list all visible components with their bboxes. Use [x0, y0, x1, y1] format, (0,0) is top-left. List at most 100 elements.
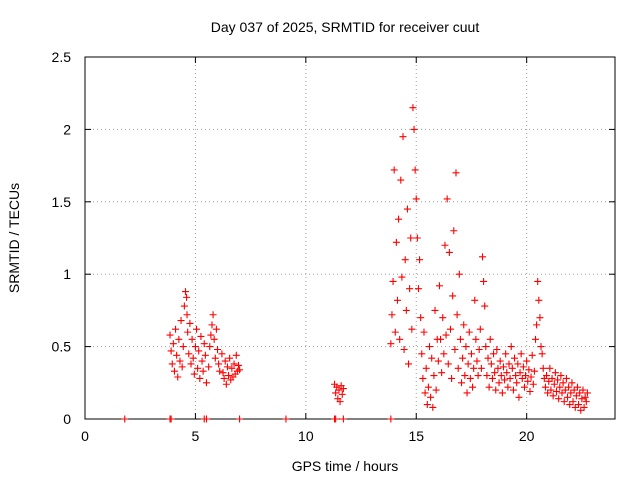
x-tick-label: 10: [298, 428, 314, 444]
data-point: [539, 364, 547, 372]
data-point: [438, 369, 446, 377]
data-point: [211, 354, 219, 362]
data-point: [169, 340, 177, 348]
data-point: [541, 383, 549, 391]
data-point: [571, 403, 579, 411]
data-point: [191, 343, 199, 351]
data-point: [424, 383, 432, 391]
data-point: [547, 386, 555, 394]
data-point: [551, 369, 559, 377]
data-point: [189, 354, 197, 362]
data-point: [228, 364, 236, 372]
data-point: [461, 372, 469, 380]
data-point: [439, 314, 447, 322]
y-axis-label: SRMTID / TECUs: [6, 183, 22, 293]
data-point: [236, 366, 244, 374]
data-point: [177, 317, 185, 325]
x-tick-label: 20: [519, 428, 535, 444]
data-point: [491, 369, 499, 377]
chart-title: Day 037 of 2025, SRMTID for receiver cuu…: [211, 19, 480, 35]
data-point: [420, 328, 428, 336]
data-point: [530, 367, 538, 375]
data-point: [441, 241, 449, 249]
data-point: [411, 166, 419, 174]
data-point: [467, 350, 475, 358]
data-point: [451, 345, 459, 353]
data-point: [583, 389, 591, 397]
data-point: [559, 379, 567, 387]
data-point: [562, 374, 570, 382]
data-point: [418, 350, 426, 358]
data-point: [505, 360, 513, 368]
data-point: [335, 386, 343, 394]
data-point: [184, 328, 192, 336]
data-point: [232, 351, 240, 359]
data-point: [419, 374, 427, 382]
data-point: [557, 372, 565, 380]
data-point: [180, 302, 188, 310]
data-point: [560, 398, 568, 406]
data-point: [400, 345, 408, 353]
data-point: [202, 379, 210, 387]
data-point: [172, 325, 180, 333]
data-point: [214, 345, 221, 353]
data-point: [332, 389, 340, 397]
data-points: [121, 104, 591, 423]
data-point: [399, 133, 407, 141]
y-tick-label: 0.5: [52, 339, 72, 355]
data-point: [412, 195, 420, 203]
data-point: [456, 335, 464, 343]
data-point: [190, 370, 198, 378]
data-point: [413, 234, 421, 242]
data-point: [183, 293, 191, 301]
data-point: [446, 325, 454, 333]
data-point: [579, 386, 587, 394]
data-point: [486, 335, 494, 343]
data-point: [564, 393, 572, 401]
data-point: [470, 364, 478, 372]
data-point: [545, 377, 553, 385]
y-tick-label: 1: [63, 266, 71, 282]
data-point: [485, 383, 493, 391]
data-point: [582, 398, 590, 406]
data-point: [487, 360, 495, 368]
data-point: [507, 343, 515, 351]
data-point: [443, 195, 451, 203]
data-point: [209, 311, 217, 319]
data-point: [167, 415, 175, 423]
data-point: [544, 389, 552, 397]
data-point: [452, 169, 460, 177]
data-point: [538, 350, 546, 358]
data-point: [458, 379, 466, 387]
data-point: [565, 383, 573, 391]
data-point: [554, 376, 562, 384]
data-point: [234, 361, 242, 369]
data-point: [225, 372, 233, 380]
data-point: [453, 311, 461, 319]
data-point: [519, 363, 527, 371]
data-point: [440, 350, 448, 358]
data-point: [388, 311, 396, 319]
data-point: [499, 363, 507, 371]
data-point: [455, 270, 463, 278]
data-point: [450, 227, 458, 235]
data-point: [506, 374, 514, 382]
data-point: [448, 374, 456, 382]
data-point: [525, 366, 533, 374]
data-point: [179, 343, 187, 351]
data-point: [552, 387, 560, 395]
data-point: [429, 403, 437, 411]
data-point: [393, 296, 401, 304]
data-point: [282, 415, 290, 423]
data-point: [396, 335, 404, 343]
data-point: [444, 360, 452, 368]
data-point: [410, 125, 418, 133]
data-point: [549, 392, 557, 400]
data-point: [536, 314, 544, 322]
data-point: [437, 335, 445, 343]
plot-frame: [84, 56, 616, 420]
data-point: [533, 321, 541, 329]
data-point: [390, 166, 398, 174]
data-point: [537, 343, 545, 351]
data-point: [504, 383, 512, 391]
